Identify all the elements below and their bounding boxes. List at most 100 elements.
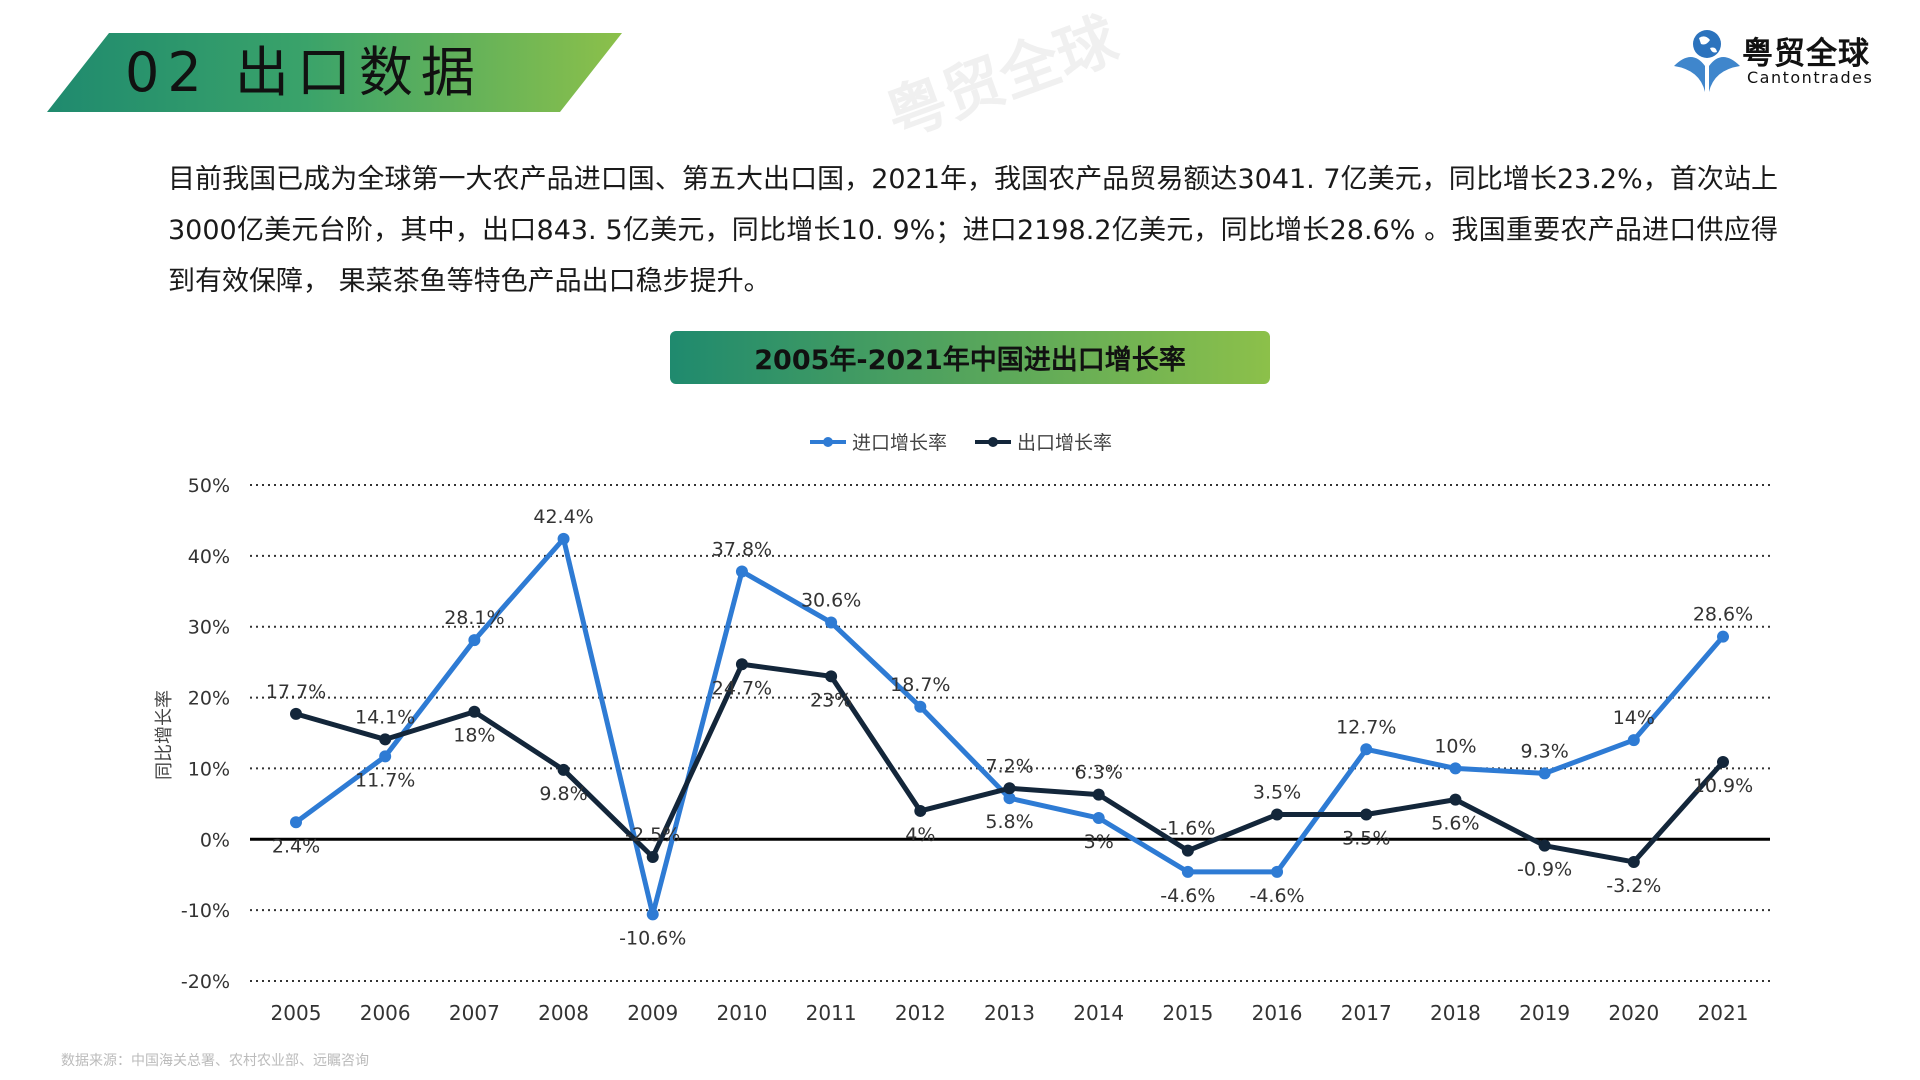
export-data-point xyxy=(646,851,659,863)
import-data-label: 14% xyxy=(1613,707,1655,729)
import-data-label: 5.8% xyxy=(985,811,1033,833)
import-data-label: 3% xyxy=(1084,831,1114,853)
export-data-point xyxy=(290,707,302,720)
import-data-label: 18.7% xyxy=(890,674,950,696)
import-data-point xyxy=(1181,865,1194,878)
import-data-point xyxy=(1717,630,1729,643)
export-data-label: 10.9% xyxy=(1693,775,1753,797)
x-tick-label: 2017 xyxy=(1341,1001,1392,1025)
y-tick-label: 20% xyxy=(188,688,230,710)
export-data-label: 24.7% xyxy=(712,677,772,699)
legend-label-export: 出口增长率 xyxy=(1017,432,1113,454)
import-data-point xyxy=(1538,767,1551,780)
x-tick-label: 2013 xyxy=(984,1001,1035,1025)
import-data-label: 2.4% xyxy=(272,835,320,857)
globe-figure-icon xyxy=(1674,30,1740,92)
legend-item-import: 进口增长率 xyxy=(808,428,947,455)
export-data-point xyxy=(557,763,570,776)
import-data-label: -10.6% xyxy=(619,927,686,949)
import-data-label: -4.6% xyxy=(1160,885,1215,907)
x-tick-label: 2010 xyxy=(716,1001,767,1025)
y-tick-label: 30% xyxy=(188,617,230,639)
export-data-label: 3.5% xyxy=(1342,827,1390,849)
export-data-label: 14.1% xyxy=(355,706,415,728)
x-tick-label: 2005 xyxy=(271,1001,322,1025)
export-data-point xyxy=(1092,788,1105,801)
y-tick-label: -10% xyxy=(181,900,230,922)
x-tick-label: 2012 xyxy=(895,1001,946,1025)
legend-item-export: 出口增长率 xyxy=(973,428,1112,455)
section-banner xyxy=(47,33,622,112)
x-tick-label: 2020 xyxy=(1608,1001,1659,1025)
import-data-point xyxy=(1449,762,1462,775)
data-source: 数据来源：中国海关总署、农村农业部、远瞩咨询 xyxy=(61,1053,369,1069)
x-tick-label: 2009 xyxy=(627,1001,678,1025)
export-data-point xyxy=(1538,839,1551,852)
export-data-point xyxy=(825,670,838,683)
import-data-point xyxy=(1271,865,1284,878)
section-title: 02 出口数据 xyxy=(125,41,483,104)
export-data-point xyxy=(1717,756,1729,769)
export-data-label: 7.2% xyxy=(985,755,1033,777)
legend-label-import: 进口增长率 xyxy=(851,432,947,454)
summary-paragraph: 目前我国已成为全球第一大农产品进口国、第五大出口国，2021年，我国农产品贸易额… xyxy=(168,164,1778,297)
export-data-label: 3.5% xyxy=(1253,781,1301,803)
export-data-point xyxy=(1271,808,1284,821)
logo-name-en: Cantontrades xyxy=(1747,68,1874,87)
x-tick-label: 2008 xyxy=(538,1001,589,1025)
logo: 粤贸全球 Cantontrades xyxy=(1672,26,1887,94)
x-tick-label: 2018 xyxy=(1430,1001,1481,1025)
import-data-point xyxy=(290,816,302,829)
export-data-label: 4% xyxy=(905,824,935,846)
export-data-label: -2.5% xyxy=(625,824,680,846)
import-data-label: 12.7% xyxy=(1336,716,1396,738)
chart-legend: 进口增长率 出口增长率 xyxy=(0,428,1920,455)
import-data-point xyxy=(1627,734,1640,747)
import-data-point xyxy=(379,750,392,763)
export-data-label: 17.7% xyxy=(266,681,326,703)
export-data-point xyxy=(735,658,748,671)
x-tick-label: 2011 xyxy=(806,1001,857,1025)
import-data-label: 11.7% xyxy=(355,769,415,791)
import-data-point xyxy=(1092,812,1105,825)
export-data-point xyxy=(1449,793,1462,806)
import-data-point xyxy=(735,565,748,578)
import-data-label: 28.6% xyxy=(1693,604,1753,626)
legend-marker-import xyxy=(809,436,846,447)
export-data-label: -0.9% xyxy=(1517,859,1572,881)
import-data-label: 37.8% xyxy=(712,538,772,560)
y-tick-label: -20% xyxy=(181,971,230,993)
legend-marker-export xyxy=(975,436,1011,447)
export-data-label: 6.3% xyxy=(1075,762,1123,784)
export-data-point xyxy=(1360,808,1373,821)
x-tick-label: 2016 xyxy=(1252,1001,1303,1025)
export-data-label: 9.8% xyxy=(539,783,587,805)
x-tick-label: 2019 xyxy=(1519,1001,1570,1025)
x-tick-label: 2021 xyxy=(1698,1001,1749,1025)
import-data-label: 28.1% xyxy=(444,607,504,629)
import-data-label: 42.4% xyxy=(533,506,593,528)
import-data-label: 30.6% xyxy=(801,589,861,611)
import-data-point xyxy=(1360,743,1373,756)
export-data-point xyxy=(1181,844,1194,857)
export-data-label: 18% xyxy=(453,725,495,747)
x-tick-label: 2014 xyxy=(1073,1001,1124,1025)
import-data-label: -4.6% xyxy=(1249,885,1304,907)
import-data-point xyxy=(646,908,659,921)
import-data-label: 10% xyxy=(1434,735,1476,757)
export-data-point xyxy=(1627,855,1640,868)
export-data-point xyxy=(914,804,927,817)
export-data-label: -3.2% xyxy=(1606,875,1661,897)
export-data-point xyxy=(379,733,392,746)
export-data-label: 5.6% xyxy=(1431,813,1479,835)
import-data-point xyxy=(825,616,838,629)
export-data-label: -1.6% xyxy=(1160,818,1215,840)
chart-title: 2005年-2021年中国进出口增长率 xyxy=(670,331,1270,384)
y-tick-label: 0% xyxy=(200,829,230,851)
x-tick-label: 2015 xyxy=(1162,1001,1213,1025)
y-tick-label: 40% xyxy=(188,546,230,568)
x-tick-label: 2006 xyxy=(360,1001,411,1025)
logo-name-cn: 粤贸全球 xyxy=(1742,36,1870,72)
import-data-point xyxy=(914,700,927,713)
